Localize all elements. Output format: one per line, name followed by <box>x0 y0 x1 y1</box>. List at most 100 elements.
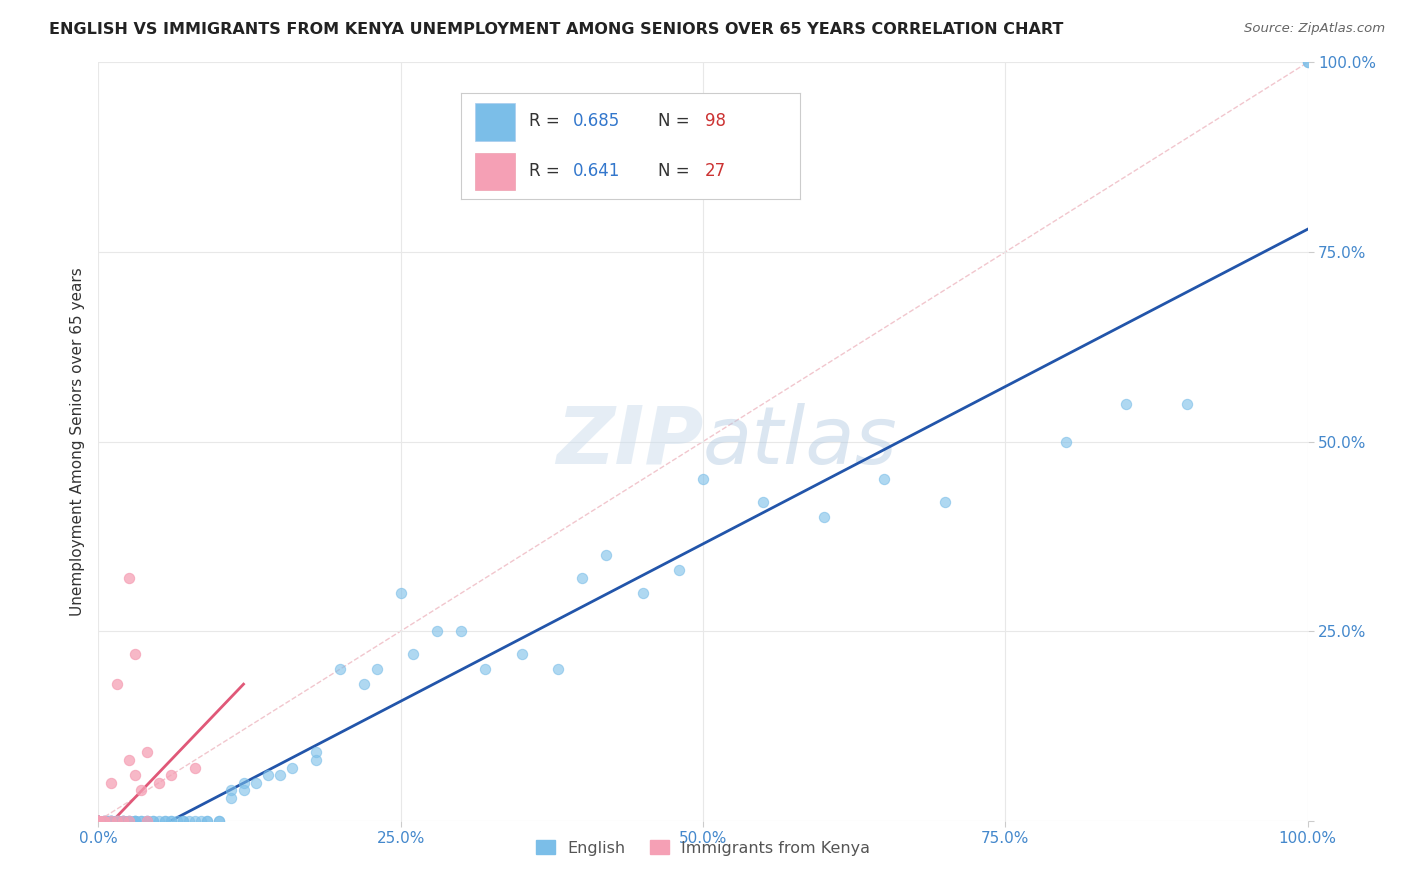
Point <box>510 647 533 661</box>
Point <box>87 814 110 828</box>
Point <box>135 814 157 828</box>
Legend: English, Immigrants from Kenya: English, Immigrants from Kenya <box>529 833 877 862</box>
Point <box>87 814 110 828</box>
Point <box>105 814 128 828</box>
Point <box>87 814 110 828</box>
Point <box>87 814 110 828</box>
Point <box>87 814 110 828</box>
Point <box>118 571 141 585</box>
Point <box>93 814 115 828</box>
Point <box>179 814 201 828</box>
Point <box>87 814 110 828</box>
Point <box>100 776 122 790</box>
Point <box>1296 55 1319 70</box>
Point <box>93 814 115 828</box>
Point <box>118 814 141 828</box>
Point <box>129 814 152 828</box>
Point <box>305 753 328 767</box>
Text: ENGLISH VS IMMIGRANTS FROM KENYA UNEMPLOYMENT AMONG SENIORS OVER 65 YEARS CORREL: ENGLISH VS IMMIGRANTS FROM KENYA UNEMPLO… <box>49 22 1063 37</box>
Point <box>111 814 134 828</box>
Point <box>813 510 835 524</box>
Point <box>100 814 122 828</box>
Point <box>153 814 176 828</box>
Point <box>232 776 254 790</box>
Point <box>474 662 496 676</box>
Point <box>87 814 110 828</box>
Point <box>692 473 714 487</box>
Point <box>135 814 157 828</box>
Point <box>256 768 278 782</box>
Point <box>281 760 304 774</box>
Point <box>160 768 183 782</box>
Point <box>208 814 231 828</box>
Point <box>160 814 183 828</box>
Point <box>129 814 152 828</box>
Point <box>118 753 141 767</box>
Point <box>100 814 122 828</box>
Point <box>142 814 165 828</box>
Point <box>100 814 122 828</box>
Point <box>195 814 218 828</box>
Point <box>118 814 141 828</box>
Point <box>87 814 110 828</box>
Point <box>87 814 110 828</box>
Point <box>873 473 896 487</box>
Point <box>1175 396 1198 410</box>
Point <box>450 624 472 639</box>
Point <box>87 814 110 828</box>
Point <box>232 783 254 797</box>
Point <box>752 495 775 509</box>
Point <box>571 571 593 585</box>
Point <box>87 814 110 828</box>
Point <box>124 768 146 782</box>
Point <box>87 814 110 828</box>
Point <box>87 814 110 828</box>
Point <box>934 495 956 509</box>
Point <box>172 814 194 828</box>
Point <box>124 647 146 661</box>
Point <box>87 814 110 828</box>
Text: atlas: atlas <box>703 402 898 481</box>
Point <box>135 814 157 828</box>
Point <box>100 814 122 828</box>
Text: ZIP: ZIP <box>555 402 703 481</box>
Point <box>87 814 110 828</box>
Point <box>96 814 118 828</box>
Point <box>118 814 141 828</box>
Point <box>111 814 134 828</box>
Point <box>105 677 128 691</box>
Point <box>87 814 110 828</box>
Point <box>221 791 243 805</box>
Point <box>87 814 110 828</box>
Point <box>305 746 328 760</box>
Point <box>129 783 152 797</box>
Point <box>118 814 141 828</box>
Point <box>111 814 134 828</box>
Point <box>426 624 449 639</box>
Point <box>87 814 110 828</box>
Point <box>105 814 128 828</box>
Point <box>100 814 122 828</box>
Point <box>547 662 569 676</box>
Point <box>105 814 128 828</box>
Point <box>142 814 165 828</box>
Point <box>100 814 122 828</box>
Point <box>124 814 146 828</box>
Point <box>111 814 134 828</box>
Point <box>87 814 110 828</box>
Point <box>595 548 617 563</box>
Point <box>87 814 110 828</box>
Point <box>148 776 170 790</box>
Point <box>98 814 121 828</box>
Point <box>111 814 134 828</box>
Point <box>100 814 122 828</box>
Point <box>166 814 188 828</box>
Text: Source: ZipAtlas.com: Source: ZipAtlas.com <box>1244 22 1385 36</box>
Point <box>87 814 110 828</box>
Point <box>93 814 115 828</box>
Point <box>353 677 375 691</box>
Point <box>631 586 654 600</box>
Point <box>87 814 110 828</box>
Point <box>1054 434 1077 449</box>
Point <box>87 814 110 828</box>
